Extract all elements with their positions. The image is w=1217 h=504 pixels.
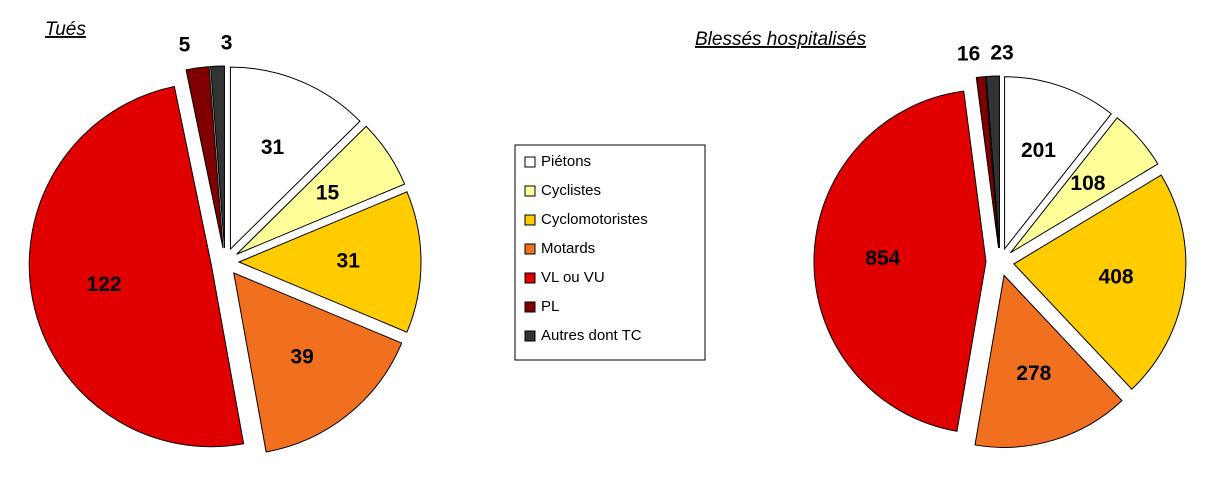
pie-slice [1010, 117, 1159, 254]
legend-swatch [524, 330, 536, 342]
legend-swatch [524, 301, 536, 313]
pie-slice [229, 66, 361, 251]
pie-slice [233, 272, 403, 453]
pie-slice [813, 90, 987, 432]
chart-title: Tués [45, 19, 86, 40]
pie-slice [28, 85, 245, 448]
legend-swatch [524, 156, 536, 168]
pie-slice [236, 125, 406, 255]
legend-swatch [524, 185, 536, 197]
data-label: 108 [1070, 172, 1105, 195]
legend-label: Piétons [541, 153, 591, 170]
data-label: 31 [337, 250, 361, 273]
legend-swatch [524, 243, 536, 255]
legend-label: Autres dont TC [541, 327, 642, 344]
data-label: 16 [957, 43, 980, 66]
legend-label: Motards [541, 240, 595, 257]
data-label: 31 [261, 136, 285, 159]
data-label: 278 [1016, 362, 1051, 385]
pie-slice [985, 75, 1000, 249]
data-label: 408 [1099, 265, 1134, 288]
data-label: 15 [316, 181, 340, 204]
pie-slice [209, 65, 225, 249]
pie-slice [185, 66, 224, 249]
data-label: 201 [1021, 139, 1056, 162]
data-label: 3 [221, 32, 233, 55]
data-label: 122 [87, 273, 122, 296]
legend-label: VL ou VU [541, 269, 605, 286]
data-label: 39 [290, 346, 313, 369]
pie-slice [974, 274, 1123, 448]
pie-slice [237, 191, 422, 333]
legend-swatch [524, 272, 536, 284]
pie-slice [975, 76, 1000, 249]
legend-label: PL [541, 298, 559, 315]
data-label: 5 [179, 34, 191, 57]
data-label: 854 [865, 247, 900, 270]
chart-title: Blessés hospitalisés [695, 29, 867, 50]
legend-box [514, 144, 706, 361]
pie-slice [1013, 174, 1187, 390]
pie-slice [1004, 76, 1112, 251]
data-label: 23 [990, 42, 1013, 65]
legend-swatch [524, 214, 536, 226]
legend-label: Cyclomotoristes [541, 211, 648, 228]
legend-label: Cyclistes [541, 182, 601, 199]
